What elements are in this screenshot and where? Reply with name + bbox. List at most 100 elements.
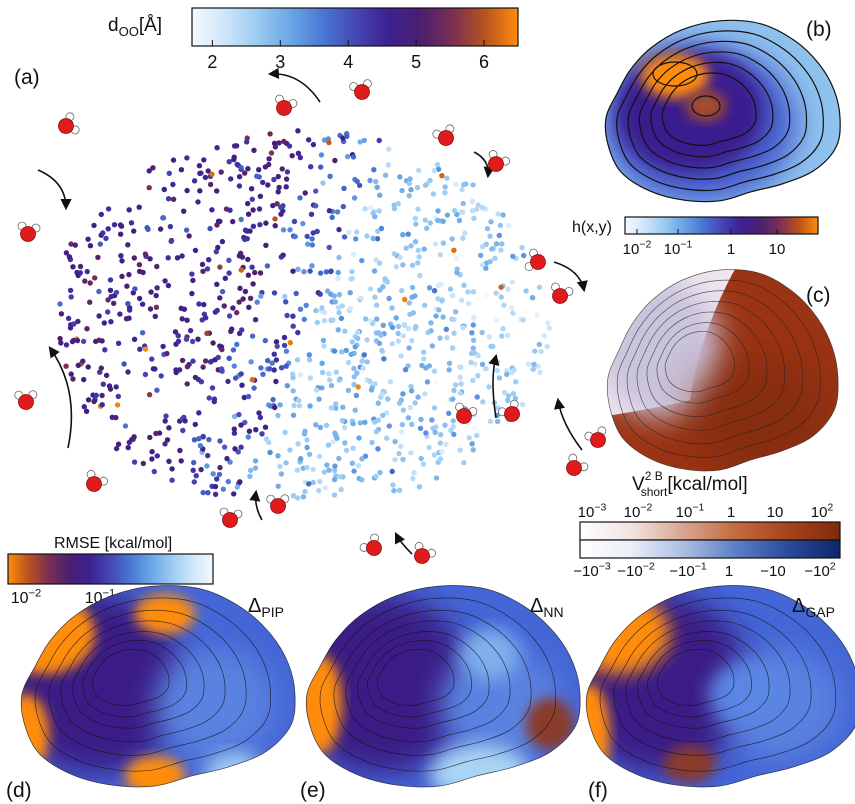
contour-line [657, 648, 735, 706]
scatter-point [381, 356, 387, 362]
scatter-point [192, 421, 198, 428]
scatter-point [273, 357, 280, 363]
scatter-point [147, 306, 154, 312]
contour-line [319, 597, 557, 772]
scatter-point [422, 217, 428, 223]
scatter-point [450, 292, 456, 299]
panel-e-delta-nn [305, 585, 581, 788]
scatter-point [169, 466, 175, 472]
panel-d-delta-pip [20, 585, 296, 788]
trajectory-arrows [37, 67, 588, 555]
scatter-point [322, 309, 328, 316]
scatter-point [87, 299, 93, 305]
scatter-point [411, 470, 417, 476]
scatter-point [408, 388, 415, 394]
colorbar-v2b-negative [579, 539, 841, 559]
scatter-point [245, 393, 252, 400]
scatter-point [336, 291, 343, 298]
scatter-point [451, 247, 457, 253]
scatter-point [291, 402, 297, 409]
scatter-point [249, 333, 256, 339]
scatter-point [304, 233, 310, 240]
scatter-point [433, 475, 440, 481]
scatter-point [122, 423, 129, 429]
scatter-point [509, 279, 515, 285]
scatter-point [322, 485, 328, 491]
scatter-point [444, 175, 450, 181]
scatter-point [316, 453, 323, 460]
scatter-point [154, 453, 160, 459]
scatter-point [162, 441, 168, 447]
oxygen-atom [530, 254, 546, 270]
scatter-point [245, 256, 251, 263]
scatter-point [400, 407, 407, 413]
scatter-point [183, 227, 190, 233]
scatter-point [320, 180, 326, 186]
scatter-point [262, 337, 268, 344]
scatter-point [105, 297, 111, 303]
scatter-point [352, 344, 358, 350]
scatter-point [420, 461, 426, 467]
scatter-point [245, 211, 252, 217]
scatter-point [370, 235, 376, 242]
scatter-point [422, 391, 428, 397]
scatter-point [438, 281, 444, 287]
scatter-point [348, 276, 354, 282]
high-error-region [526, 698, 574, 750]
colorbar-doo-ticks: 2 3 4 5 6 [207, 40, 489, 72]
scatter-point [354, 229, 360, 235]
scatter-point [399, 288, 405, 294]
scatter-point [407, 311, 413, 317]
scatter-point [328, 382, 335, 389]
scatter-point [172, 329, 179, 335]
scatter-point [222, 275, 228, 281]
scatter-point [233, 143, 240, 149]
scatter-point [149, 456, 155, 462]
scatter-point [341, 185, 347, 192]
scatter-point [417, 272, 423, 279]
scatter-point [469, 330, 475, 336]
scatter-point [226, 355, 232, 361]
scatter-point [453, 181, 459, 187]
scatter-point [217, 295, 223, 301]
scatter-point [347, 290, 353, 296]
scatter-point [165, 196, 172, 202]
scatter-point [71, 321, 77, 327]
scatter-point [239, 254, 246, 260]
scatter-point [336, 226, 342, 233]
scatter-point [199, 261, 206, 268]
scatter-point [436, 307, 442, 313]
scatter-point [214, 281, 220, 287]
oxygen-atom [566, 460, 582, 476]
water-dimer-molecules [14, 79, 607, 564]
water-molecule [584, 426, 607, 448]
scatter-point [196, 436, 202, 442]
scatter-point [472, 361, 478, 367]
scatter-point [466, 435, 472, 441]
scatter-point [357, 420, 363, 426]
oxygen-atom [58, 118, 74, 134]
scatter-point [231, 363, 237, 369]
scatter-point [111, 300, 117, 306]
scatter-point [249, 196, 255, 202]
high-error-region [135, 594, 195, 634]
colorbar-doo-label: dOO[Å] [108, 15, 162, 39]
scatter-point [320, 337, 327, 344]
scatter-point [351, 374, 357, 380]
scatter-point [150, 165, 156, 171]
scatter-point [302, 488, 308, 495]
scatter-point [398, 443, 404, 450]
scatter-point [275, 453, 281, 459]
scatter-point [298, 456, 304, 462]
scatter-point [68, 371, 74, 377]
scatter-point [395, 323, 402, 330]
water-molecule [432, 124, 455, 146]
error-region [155, 649, 275, 759]
high-energy-region [690, 358, 830, 471]
scatter-point [275, 412, 281, 419]
scatter-point [221, 444, 228, 450]
scatter-point [274, 343, 280, 349]
scatter-point [443, 441, 449, 447]
scatter-point [505, 332, 511, 338]
